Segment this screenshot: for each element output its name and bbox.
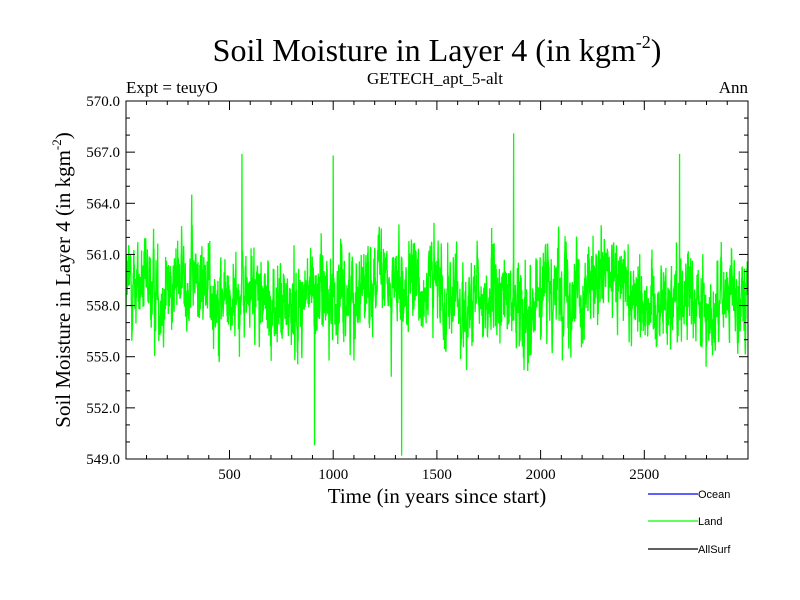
x-tick-label: 2500: [629, 467, 659, 483]
y-tick-label: 570.0: [86, 94, 120, 110]
x-tick-label: 2000: [526, 467, 556, 483]
y-tick-label: 549.0: [86, 452, 120, 468]
y-tick-label: 561.0: [86, 247, 120, 263]
legend: Ocean Land AllSurf: [648, 489, 731, 556]
y-tick-label: 564.0: [86, 196, 120, 212]
x-tick-label: 1500: [422, 467, 452, 483]
chart-title: Soil Moisture in Layer 4 (in kgm-2): [213, 32, 662, 68]
x-axis-label: Time (in years since start): [328, 484, 547, 508]
experiment-label: Expt = teuyO: [126, 78, 218, 97]
season-label: Ann: [719, 78, 749, 97]
y-tick-label: 555.0: [86, 350, 120, 366]
y-tick-label: 558.0: [86, 299, 120, 315]
run-label: GETECH_apt_5-alt: [367, 69, 503, 88]
legend-label-allsurf: AllSurf: [698, 544, 731, 556]
legend-label-ocean: Ocean: [698, 489, 730, 501]
series-line-land: [126, 133, 748, 456]
y-tick-label: 552.0: [86, 401, 120, 417]
plot-area: [126, 133, 748, 456]
x-tick-label: 500: [218, 467, 241, 483]
y-tick-label: 567.0: [86, 145, 120, 161]
legend-label-land: Land: [698, 516, 722, 528]
x-tick-label: 1000: [318, 467, 348, 483]
y-axis-label: Soil Moisture in Layer 4 (in kgm-2): [49, 132, 75, 427]
